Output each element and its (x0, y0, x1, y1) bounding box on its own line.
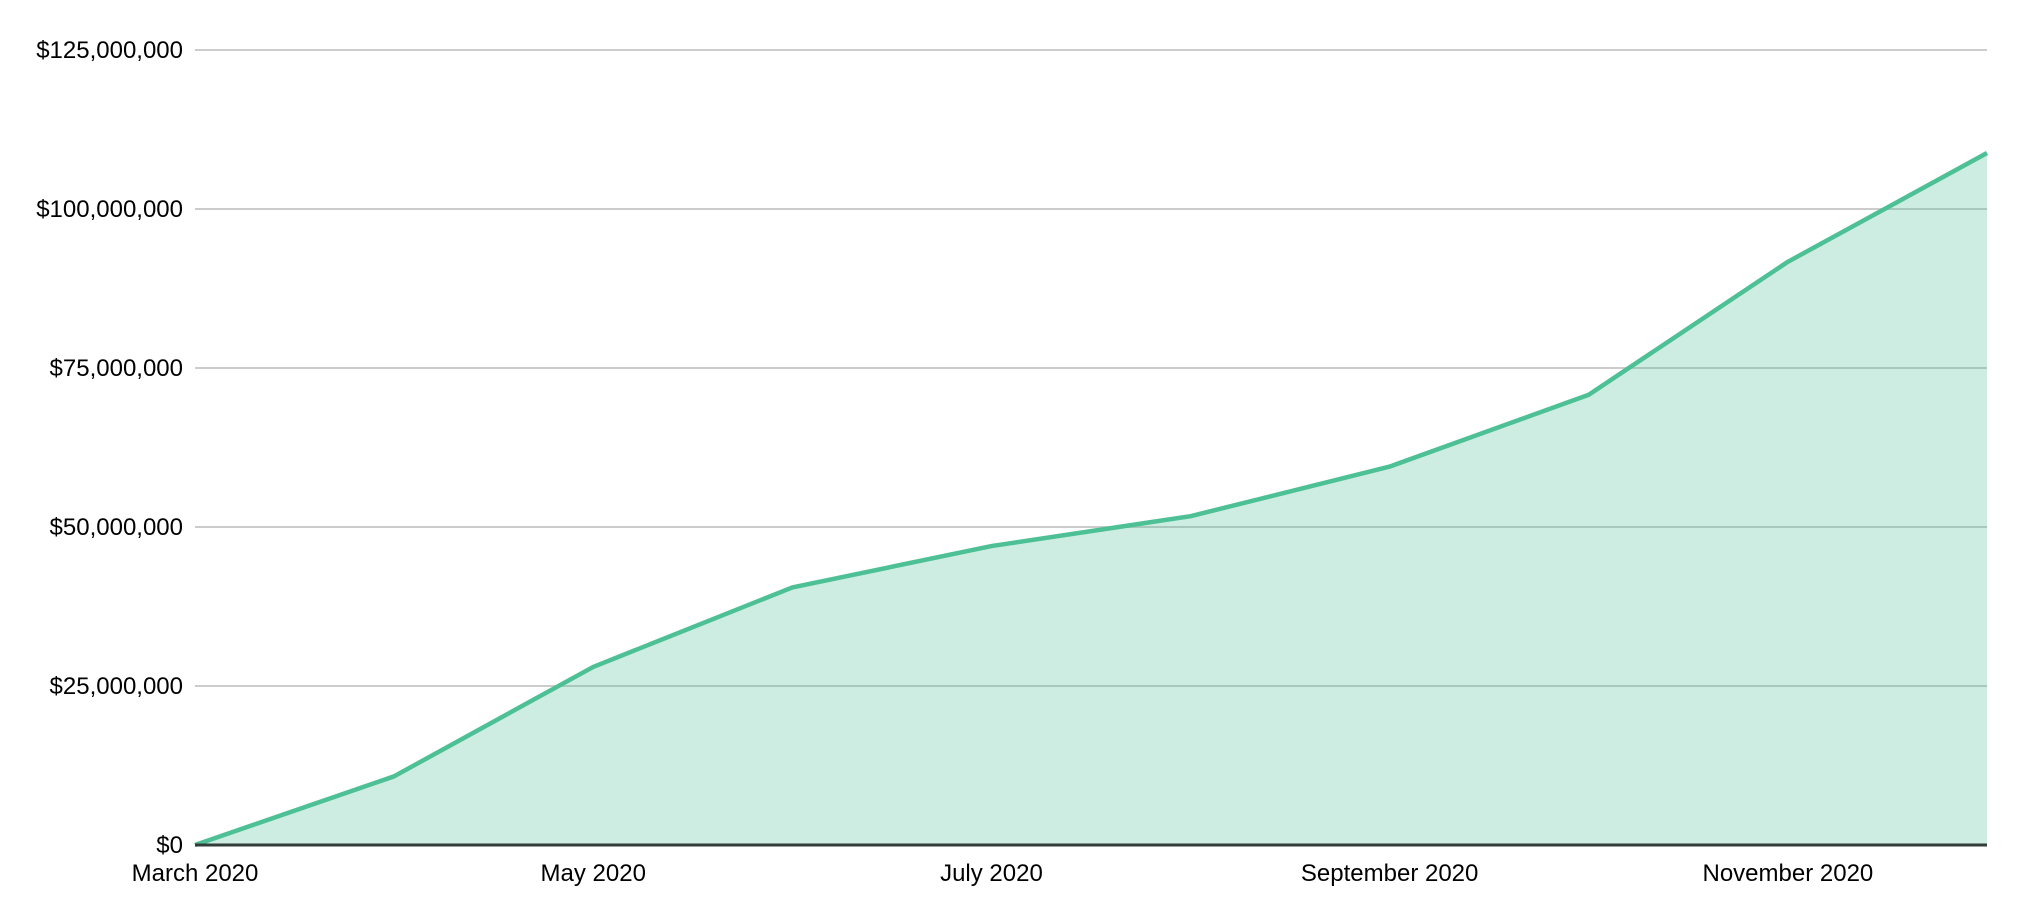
y-axis-tick-label: $125,000,000 (36, 37, 183, 64)
x-axis-tick-label: November 2020 (1703, 860, 1874, 887)
y-axis-tick-label: $75,000,000 (50, 355, 183, 382)
y-axis-tick-label: $0 (156, 832, 183, 859)
x-axis-tick-label: September 2020 (1301, 860, 1478, 887)
x-axis-tick-label: March 2020 (132, 860, 259, 887)
x-axis-tick-label: May 2020 (541, 860, 646, 887)
y-axis-tick-label: $25,000,000 (50, 673, 183, 700)
x-axis-tick-label: July 2020 (940, 860, 1043, 887)
area-fill (195, 153, 1987, 846)
y-axis-tick-label: $100,000,000 (36, 196, 183, 223)
y-axis-tick-label: $50,000,000 (50, 514, 183, 541)
revenue-line (194, 151, 1989, 848)
